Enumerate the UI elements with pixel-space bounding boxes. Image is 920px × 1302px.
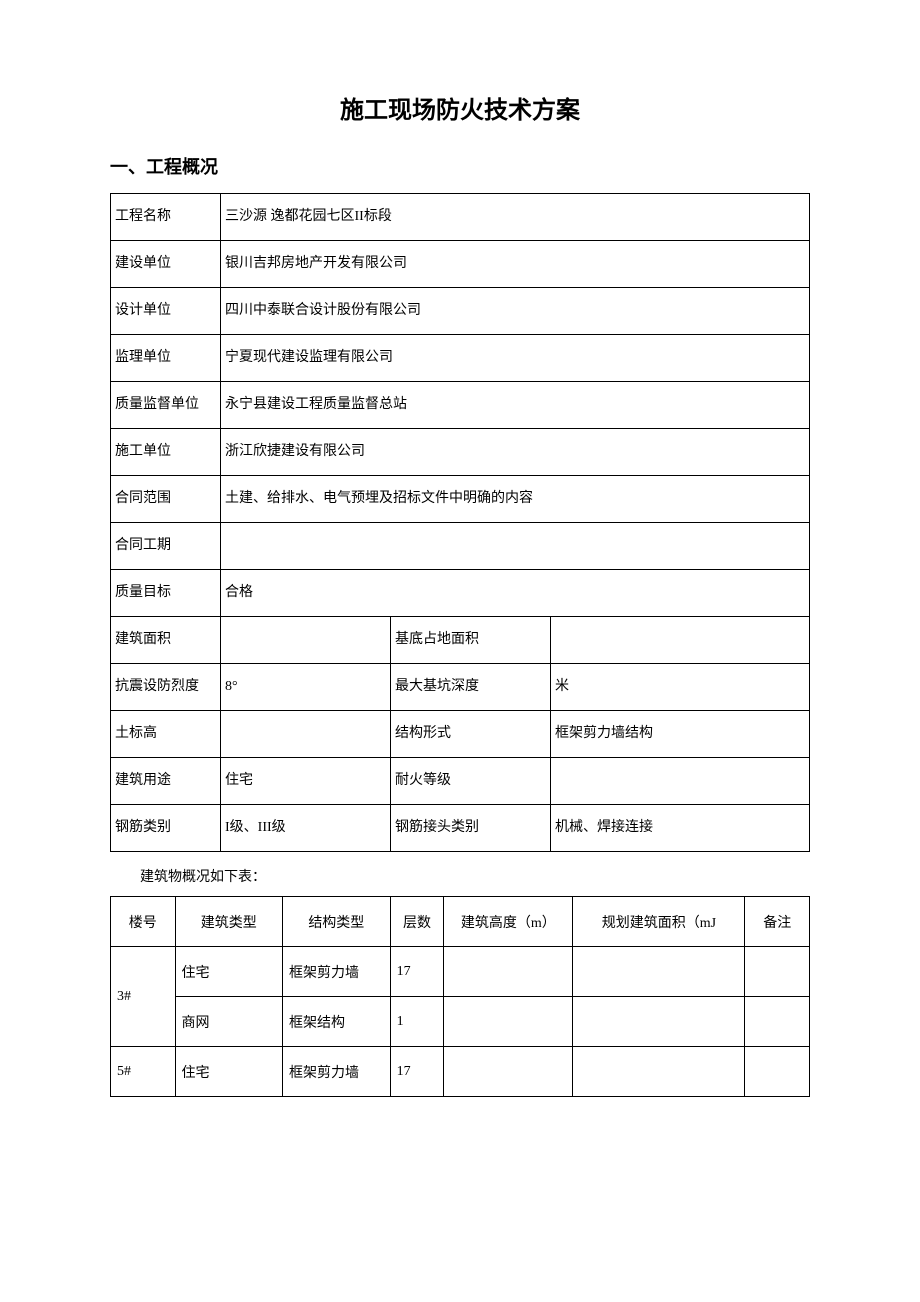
label-soil-elev: 土标高 xyxy=(111,711,221,758)
cell-height xyxy=(444,997,573,1047)
label-developer: 建设单位 xyxy=(111,241,221,288)
label-contractor: 施工单位 xyxy=(111,429,221,476)
project-info-table: 工程名称 三沙源 逸都花园七区II标段 建设单位 银川吉邦房地产开发有限公司 设… xyxy=(110,193,810,852)
value-supervisor: 宁夏现代建设监理有限公司 xyxy=(221,335,810,382)
header-building-no: 楼号 xyxy=(111,897,176,947)
table-row: 建筑用途 住宅 耐火等级 xyxy=(111,758,810,805)
value-quality-target: 合格 xyxy=(221,570,810,617)
header-structure-type: 结构类型 xyxy=(283,897,391,947)
cell-height xyxy=(444,1047,573,1097)
table-row: 合同范围 土建、给排水、电气预埋及招标文件中明确的内容 xyxy=(111,476,810,523)
cell-building-no: 3# xyxy=(111,947,176,1047)
cell-structure-type: 框架剪力墙 xyxy=(283,947,391,997)
section-1-heading: 一、工程概况 xyxy=(110,153,810,179)
label-contract-period: 合同工期 xyxy=(111,523,221,570)
value-struct-form: 框架剪力墙结构 xyxy=(551,711,810,758)
label-project-name: 工程名称 xyxy=(111,194,221,241)
table-row: 质量监督单位 永宁县建设工程质量监督总站 xyxy=(111,382,810,429)
document-title: 施工现场防火技术方案 xyxy=(110,90,810,125)
label-designer: 设计单位 xyxy=(111,288,221,335)
header-height: 建筑高度（m） xyxy=(444,897,573,947)
label-usage: 建筑用途 xyxy=(111,758,221,805)
header-floors: 层数 xyxy=(390,897,444,947)
table-row: 土标高 结构形式 框架剪力墙结构 xyxy=(111,711,810,758)
cell-area xyxy=(573,997,745,1047)
value-contract-scope: 土建、给排水、电气预埋及招标文件中明确的内容 xyxy=(221,476,810,523)
table-row: 监理单位 宁夏现代建设监理有限公司 xyxy=(111,335,810,382)
table-row: 钢筋类别 I级、III级 钢筋接头类别 机械、焊接连接 xyxy=(111,805,810,852)
label-rebar-joint: 钢筋接头类别 xyxy=(391,805,551,852)
cell-floors: 1 xyxy=(390,997,444,1047)
cell-floors: 17 xyxy=(390,947,444,997)
value-contract-period xyxy=(221,523,810,570)
value-rebar-joint: 机械、焊接连接 xyxy=(551,805,810,852)
cell-building-no: 5# xyxy=(111,1047,176,1097)
cell-structure-type: 框架剪力墙 xyxy=(283,1047,391,1097)
label-quality-target: 质量目标 xyxy=(111,570,221,617)
cell-note xyxy=(745,997,810,1047)
value-project-name: 三沙源 逸都花园七区II标段 xyxy=(221,194,810,241)
value-building-area xyxy=(221,617,391,664)
value-pit-depth: 米 xyxy=(551,664,810,711)
cell-area xyxy=(573,1047,745,1097)
table-row: 施工单位 浙江欣捷建设有限公司 xyxy=(111,429,810,476)
table-row: 抗震设防烈度 8° 最大基坑深度 米 xyxy=(111,664,810,711)
value-rebar-type: I级、III级 xyxy=(221,805,391,852)
document-page: 施工现场防火技术方案 一、工程概况 工程名称 三沙源 逸都花园七区II标段 建设… xyxy=(0,0,920,1302)
cell-floors: 17 xyxy=(390,1047,444,1097)
label-base-area: 基底占地面积 xyxy=(391,617,551,664)
label-rebar-type: 钢筋类别 xyxy=(111,805,221,852)
label-building-area: 建筑面积 xyxy=(111,617,221,664)
value-developer: 银川吉邦房地产开发有限公司 xyxy=(221,241,810,288)
cell-height xyxy=(444,947,573,997)
label-seismic: 抗震设防烈度 xyxy=(111,664,221,711)
label-struct-form: 结构形式 xyxy=(391,711,551,758)
table-row: 质量目标 合格 xyxy=(111,570,810,617)
label-quality-sup: 质量监督单位 xyxy=(111,382,221,429)
table-row: 合同工期 xyxy=(111,523,810,570)
value-seismic: 8° xyxy=(221,664,391,711)
cell-structure-type: 框架结构 xyxy=(283,997,391,1047)
cell-building-type: 商网 xyxy=(175,997,283,1047)
building-summary-table: 楼号 建筑类型 结构类型 层数 建筑高度（m） 规划建筑面积（mJ 备注 3# … xyxy=(110,896,810,1097)
table-row: 设计单位 四川中泰联合设计股份有限公司 xyxy=(111,288,810,335)
table-row: 建筑面积 基底占地面积 xyxy=(111,617,810,664)
table-header-row: 楼号 建筑类型 结构类型 层数 建筑高度（m） 规划建筑面积（mJ 备注 xyxy=(111,897,810,947)
value-fire-grade xyxy=(551,758,810,805)
value-contractor: 浙江欣捷建设有限公司 xyxy=(221,429,810,476)
header-building-type: 建筑类型 xyxy=(175,897,283,947)
header-note: 备注 xyxy=(745,897,810,947)
table-row: 工程名称 三沙源 逸都花园七区II标段 xyxy=(111,194,810,241)
cell-building-type: 住宅 xyxy=(175,1047,283,1097)
value-soil-elev xyxy=(221,711,391,758)
value-usage: 住宅 xyxy=(221,758,391,805)
value-quality-sup: 永宁县建设工程质量监督总站 xyxy=(221,382,810,429)
label-fire-grade: 耐火等级 xyxy=(391,758,551,805)
cell-note xyxy=(745,1047,810,1097)
table-row: 商网 框架结构 1 xyxy=(111,997,810,1047)
header-area: 规划建筑面积（mJ xyxy=(573,897,745,947)
label-supervisor: 监理单位 xyxy=(111,335,221,382)
cell-note xyxy=(745,947,810,997)
label-contract-scope: 合同范围 xyxy=(111,476,221,523)
label-pit-depth: 最大基坑深度 xyxy=(391,664,551,711)
value-base-area xyxy=(551,617,810,664)
cell-building-type: 住宅 xyxy=(175,947,283,997)
table-row: 5# 住宅 框架剪力墙 17 xyxy=(111,1047,810,1097)
building-summary-intro: 建筑物概况如下表： xyxy=(140,866,810,886)
table-row: 建设单位 银川吉邦房地产开发有限公司 xyxy=(111,241,810,288)
value-designer: 四川中泰联合设计股份有限公司 xyxy=(221,288,810,335)
cell-area xyxy=(573,947,745,997)
table-row: 3# 住宅 框架剪力墙 17 xyxy=(111,947,810,997)
